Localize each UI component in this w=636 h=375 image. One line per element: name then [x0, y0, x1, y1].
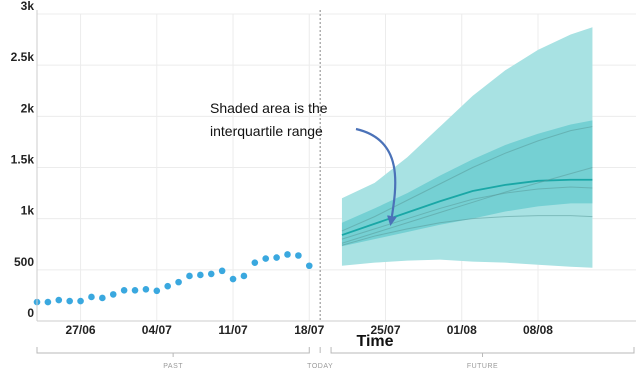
x-tick-label-0: 27/06 [66, 323, 96, 337]
data-point-5 [88, 293, 95, 301]
annotation-line-1: Shaded area is the [210, 100, 328, 116]
y-tick-label-6: 3k [21, 0, 35, 13]
data-point-13 [175, 278, 182, 286]
data-point-24 [295, 252, 302, 259]
data-point-10 [142, 285, 150, 293]
x-tick-label-2: 11/07 [218, 323, 248, 337]
forecast-band-1 [341, 120, 593, 247]
data-point-1 [44, 298, 52, 306]
x-tick-labels: 27/06 04/07 11/07 18/07 25/07 01/08 08/08 [66, 323, 554, 337]
forecast-line-3 [341, 167, 593, 244]
x-tick-label-6: 08/08 [523, 323, 553, 337]
data-point-20 [251, 259, 259, 266]
y-tick-label-1: 500 [14, 255, 34, 269]
median-line [341, 178, 593, 236]
data-point-18 [229, 275, 237, 283]
y-tick-label-5: 2.5k [11, 50, 35, 64]
data-point-7 [109, 291, 117, 298]
data-point-23 [284, 251, 291, 258]
x-axis-label: Time [356, 333, 393, 350]
x-tick-label-1: 04/07 [142, 323, 172, 337]
data-point-14 [186, 272, 193, 280]
data-point-4 [77, 297, 84, 305]
x-tick-label-3: 18/07 [294, 323, 324, 337]
data-point-22 [273, 254, 280, 261]
data-point-15 [197, 271, 204, 279]
data-point-21 [262, 255, 270, 262]
x-tick-label-4: 25/07 [370, 323, 400, 337]
forecast-bands [341, 27, 593, 268]
forecast-line-1 [341, 126, 593, 232]
period-label-future: FUTURE [467, 363, 498, 370]
data-point-16 [207, 270, 215, 278]
y-tick-label-3: 1.5k [11, 153, 35, 167]
data-point-9 [131, 287, 139, 294]
y-tick-label-2: 1k [21, 204, 35, 218]
data-point-6 [99, 294, 106, 302]
forecast-line-4 [341, 215, 593, 246]
annotation-line-2: interquartile range [210, 123, 323, 139]
data-point-8 [120, 287, 128, 294]
forecast-line-2 [341, 186, 593, 240]
axes [36, 10, 636, 322]
period-brackets: PAST TODAY FUTURE [36, 347, 635, 370]
annotation: Shaded area is the interquartile range [210, 100, 397, 226]
data-point-3 [66, 297, 73, 305]
period-label-today: TODAY [307, 363, 333, 370]
annotation-arrow [355, 127, 397, 226]
period-bracket-past [36, 347, 310, 354]
data-point-19 [240, 272, 248, 280]
data-point-2 [55, 296, 63, 304]
x-tick-label-5: 01/08 [447, 323, 477, 337]
data-point-12 [164, 282, 171, 290]
observed-points [33, 251, 313, 306]
data-point-25 [305, 262, 313, 270]
y-tick-labels: 0 500 1k 1.5k 2k 2.5k 3k [11, 0, 35, 320]
y-tick-label-0: 0 [27, 306, 34, 320]
data-point-11 [153, 287, 161, 295]
forecast-lines [341, 126, 593, 246]
data-point-17 [218, 267, 226, 275]
period-label-past: PAST [163, 363, 183, 370]
y-tick-label-4: 2k [21, 101, 35, 115]
